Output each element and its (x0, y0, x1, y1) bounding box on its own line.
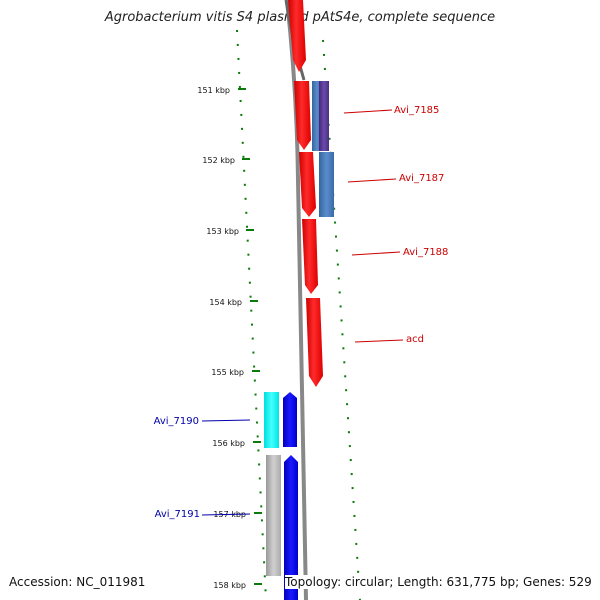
label-line-avi7191 (201, 513, 251, 516)
tick-label: 154 kbp (209, 298, 242, 307)
feature-slate-lower (319, 152, 334, 217)
gene-label-avi7187[interactable]: Avi_7187 (399, 173, 444, 184)
tick-label: 155 kbp (211, 368, 244, 377)
ruler-major-ticks (238, 88, 262, 585)
tick-label: 156 kbp (212, 439, 245, 448)
ruler-outer-right (322, 39, 361, 600)
label-line-avi7187 (347, 178, 397, 183)
gene-label-avi7188[interactable]: Avi_7188 (403, 247, 448, 258)
tick-label: 152 kbp (202, 156, 235, 165)
feature-purple (319, 81, 329, 151)
cds-arrow-avi7191 (284, 455, 298, 600)
cds-arrow-avi7190 (283, 392, 297, 447)
cds-arrow-acd (306, 298, 323, 387)
cds-arrow-avi7187 (299, 152, 316, 217)
gene-label-avi7191[interactable]: Avi_7191 (155, 509, 200, 520)
tick-label: 151 kbp (197, 86, 230, 95)
gene-label-avi7190[interactable]: Avi_7190 (154, 416, 199, 427)
gene-label-acd[interactable]: acd (406, 334, 424, 345)
label-line-avi7190 (201, 419, 251, 422)
gene-label-avi7185[interactable]: Avi_7185 (394, 105, 439, 116)
tick-label: 158 kbp (213, 581, 246, 590)
cds-arrow-avi7185 (294, 81, 311, 150)
backbone-line (285, 0, 308, 600)
feature-gray (266, 455, 281, 576)
label-line-avi7188 (351, 251, 401, 256)
accession-text: Accession: NC_011981 (9, 575, 146, 589)
cds-arrow-avi7188 (302, 219, 318, 294)
cds-arrow-top (288, 0, 306, 72)
tick-label: 153 kbp (206, 227, 239, 236)
feature-slate-upper (312, 81, 322, 151)
label-line-acd (354, 339, 404, 343)
topology-text: Topology: circular; Length: 631,775 bp; … (285, 575, 592, 589)
feature-cyan (264, 392, 279, 448)
label-line-avi7185 (343, 109, 393, 114)
